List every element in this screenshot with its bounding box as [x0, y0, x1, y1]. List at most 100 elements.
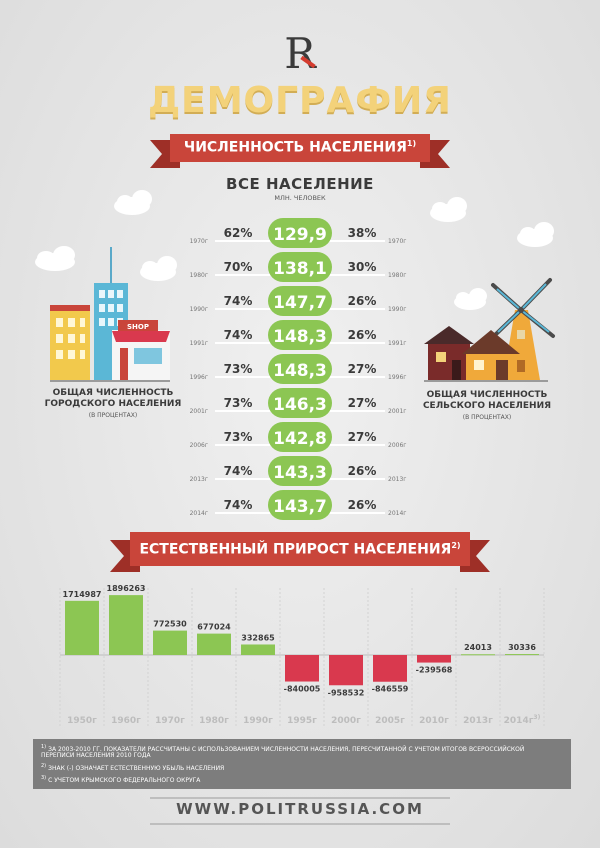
year-label-left: 2006г: [190, 442, 208, 449]
bar: [241, 644, 275, 655]
bar: [373, 655, 407, 682]
rural-percent: 27%: [348, 430, 377, 444]
year-label-right: 1990г: [388, 306, 406, 313]
bar-value-label: 1714987: [63, 590, 102, 599]
city-buildings-icon: [50, 247, 170, 382]
bar: [505, 654, 539, 656]
year-label-left: 2014г: [190, 510, 208, 517]
bar-value-label: -846559: [372, 685, 409, 694]
year-label-right: 2014г: [388, 510, 406, 517]
bar-value-label: -840005: [284, 685, 321, 694]
bar-value-label: -239568: [416, 666, 453, 675]
population-pill: [268, 354, 332, 384]
population-pill: [268, 286, 332, 316]
rural-percent: 26%: [348, 498, 377, 512]
x-tick-label: 2013г: [463, 716, 493, 726]
population-pill: [268, 456, 332, 486]
urban-percent: 74%: [224, 294, 253, 308]
year-label-right: 1996г: [388, 374, 406, 381]
urban-percent: 70%: [224, 260, 253, 274]
cloud-icon: [517, 222, 554, 247]
footer-url[interactable]: WWW.POLITRUSSIA.COM: [176, 800, 424, 818]
cloud-icon: [140, 256, 177, 281]
section-title-natural-growth: ЕСТЕСТВЕННЫЙ ПРИРОСТ НАСЕЛЕНИЯ2): [139, 541, 461, 558]
bar: [285, 655, 319, 682]
x-tick-label: 2000г: [331, 716, 361, 726]
urban-percent: 62%: [224, 226, 253, 240]
bar-value-label: 1896263: [107, 584, 146, 593]
x-tick-label: 1995г: [287, 716, 317, 726]
bar: [461, 654, 495, 656]
x-tick-label: 1950г: [67, 716, 97, 726]
cloud-icon: [35, 246, 75, 271]
year-label-right: 2001г: [388, 408, 406, 415]
population-total: 138,1: [273, 259, 327, 279]
section-title-population: ЧИСЛЕННОСТЬ НАСЕЛЕНИЯ1): [183, 139, 417, 156]
year-label-left: 1991г: [190, 340, 208, 347]
footer-decor: [150, 797, 450, 825]
population-total: 148,3: [273, 327, 327, 347]
village-windmill-icon: [424, 278, 555, 382]
population-table: 129,9 62% 38% 1970г 1970г 138,1 70% 30% 1980г 198…: [190, 218, 406, 520]
bar: [65, 600, 99, 655]
urban-percent: 73%: [224, 362, 253, 376]
bar-value-label: 772530: [153, 620, 187, 629]
year-label-left: 1980г: [190, 272, 208, 279]
x-tick-label: 2005г: [375, 716, 405, 726]
rural-percent: 26%: [348, 328, 377, 342]
year-label-left: 2001г: [190, 408, 208, 415]
x-tick-label: 2014г3): [504, 714, 541, 726]
population-total: 147,7: [273, 293, 327, 313]
footnote-2: 2) ЗНАК (-) ОЗНАЧАЕТ ЕСТЕСТВЕННУЮ УБЫЛЬ Н…: [41, 763, 225, 772]
rural-percent: 26%: [348, 294, 377, 308]
year-label-right: 1970г: [388, 238, 406, 245]
bar-value-label: 30336: [508, 643, 536, 652]
population-pill: [268, 388, 332, 418]
bar: [109, 595, 143, 655]
bar: [417, 655, 451, 663]
bar: [153, 630, 187, 655]
population-pill: [268, 320, 332, 350]
logo: R: [284, 29, 316, 78]
population-total: 143,7: [273, 497, 327, 517]
population-total: 146,3: [273, 395, 327, 415]
population-heading: ВСЕ НАСЕЛЕНИЕ: [226, 175, 374, 193]
natural-growth-chart: 1714987 1950г 1896263 1960г 772530 1970г 67702…: [59, 584, 545, 728]
x-tick-label: 1990г: [243, 716, 273, 726]
population-pill: [268, 490, 332, 520]
footnote-1a: 1) ЗА 2003-2010 ГГ. ПОКАЗАТЕЛИ РАССЧИТАНЫ…: [41, 744, 525, 753]
urban-percent: 74%: [224, 498, 253, 512]
x-tick-label: 1980г: [199, 716, 229, 726]
bar-value-label: 24013: [464, 643, 492, 652]
bar: [197, 633, 231, 655]
urban-caption: ОБЩАЯ ЧИСЛЕННОСТЬ ГОРОДСКОГО НАСЕЛЕНИЯ: [44, 388, 182, 409]
year-label-left: 1990г: [190, 306, 208, 313]
bar-value-label: 332865: [241, 633, 275, 642]
population-unit: МЛН. ЧЕЛОВЕК: [274, 194, 326, 202]
cloud-icon: [430, 197, 467, 222]
footnotes: 1) ЗА 2003-2010 ГГ. ПОКАЗАТЕЛИ РАССЧИТАНЫ…: [33, 739, 571, 789]
rural-caption-sub: (В ПРОЦЕНТАХ): [462, 414, 512, 421]
urban-percent: 73%: [224, 430, 253, 444]
cloud-icon: [454, 288, 487, 310]
footnote-1b: ПЕРЕПИСИ НАСЕЛЕНИЯ 2010 ГОДА: [41, 752, 151, 759]
shop-sign-text: SHOP: [127, 323, 149, 331]
population-total: 143,3: [273, 463, 327, 483]
rural-percent: 38%: [348, 226, 377, 240]
urban-percent: 73%: [224, 396, 253, 410]
population-pill: [268, 252, 332, 282]
footnote-3: 3) С УЧЕТОМ КРЫМСКОГО ФЕДЕРАЛЬНОГО ОКРУГА: [41, 775, 201, 784]
rural-percent: 27%: [348, 362, 377, 376]
year-label-left: 1996г: [190, 374, 208, 381]
population-total: 148,3: [273, 361, 327, 381]
bar: [329, 655, 363, 686]
x-tick-label: 2010г: [419, 716, 449, 726]
year-label-left: 1970г: [190, 238, 208, 245]
rural-percent: 30%: [348, 260, 377, 274]
population-pill: [268, 218, 332, 248]
rural-caption: ОБЩАЯ ЧИСЛЕННОСТЬ СЕЛЬСКОГО НАСЕЛЕНИЯ: [422, 390, 552, 411]
year-label-right: 1980г: [388, 272, 406, 279]
x-tick-label: 1960г: [111, 716, 141, 726]
